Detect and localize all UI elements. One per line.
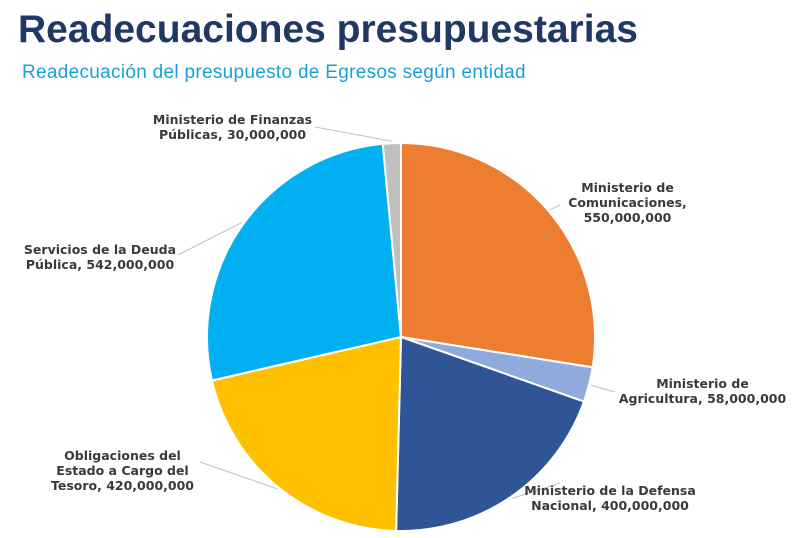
data-label: Obligaciones del Estado a Cargo del Teso… bbox=[40, 448, 205, 493]
label-value: 400,000,000 bbox=[601, 498, 689, 513]
data-label: Ministerio de Agricultura, 58,000,000 bbox=[615, 376, 790, 406]
pie-slice bbox=[395, 335, 586, 532]
data-label: Ministerio de Finanzas Públicas, 30,000,… bbox=[150, 112, 315, 142]
data-label: Servicios de la Deuda Pública, 542,000,0… bbox=[20, 242, 180, 272]
pie-slice bbox=[206, 142, 403, 382]
label-category: Ministerio de Comunicaciones, bbox=[568, 180, 687, 210]
data-label: Ministerio de la Defensa Nacional, 400,0… bbox=[520, 483, 700, 513]
leader-line bbox=[177, 221, 243, 256]
label-value: 550,000,000 bbox=[583, 210, 672, 225]
chart-subtitle: Readecuación del presupuesto de Egresos … bbox=[22, 62, 526, 83]
label-value: 420,000,000 bbox=[106, 478, 194, 493]
leader-line bbox=[590, 384, 616, 393]
leader-line bbox=[512, 482, 561, 499]
label-category: Ministerio de Agricultura, bbox=[618, 376, 749, 406]
leader-line bbox=[314, 126, 392, 142]
label-category: Ministerio de la Defensa Nacional, bbox=[524, 483, 696, 513]
label-value: 30,000,000 bbox=[226, 127, 307, 142]
leader-line bbox=[199, 461, 278, 490]
pie-slice bbox=[381, 141, 402, 338]
label-category: Obligaciones del Estado a Cargo del Teso… bbox=[50, 448, 189, 493]
leader-line bbox=[549, 204, 561, 211]
label-category: Servicios de la Deuda Pública, bbox=[23, 242, 177, 272]
label-value: 542,000,000 bbox=[86, 257, 175, 272]
label-value: 58,000,000 bbox=[707, 391, 787, 406]
pie-slice bbox=[210, 335, 403, 532]
chart-title: Readecuaciones presupuestarias bbox=[18, 8, 638, 51]
label-category: Ministerio de Finanzas Públicas, bbox=[152, 112, 313, 142]
pie-slice bbox=[400, 141, 596, 369]
data-label: Ministerio de Comunicaciones, 550,000,00… bbox=[560, 180, 695, 225]
